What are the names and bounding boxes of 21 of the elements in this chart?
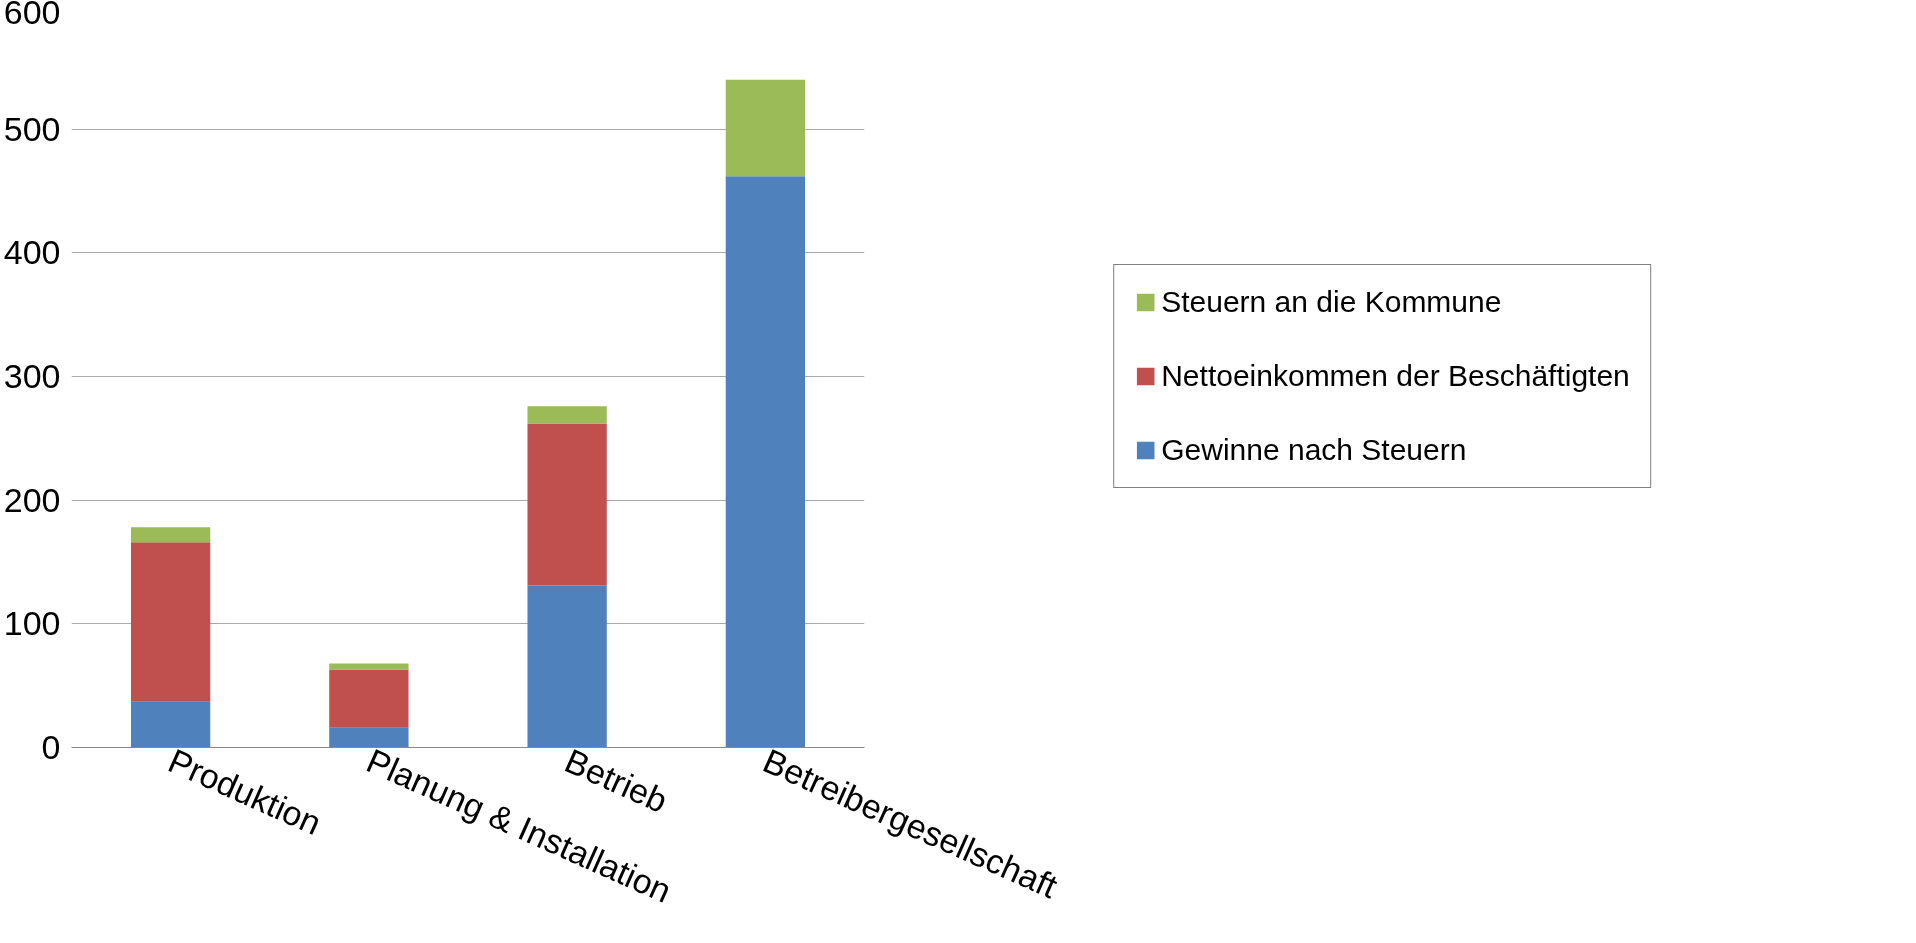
y-tick-label: 100 [3, 604, 61, 643]
bar [725, 176, 806, 748]
y-tick-label: 500 [3, 109, 61, 148]
bar [329, 663, 409, 670]
y-tick-label: 400 [3, 233, 61, 272]
y-tick-label: 600 [3, 0, 61, 31]
bar [130, 527, 211, 543]
bar [527, 423, 607, 586]
bar [329, 669, 409, 728]
y-tick-label: 0 [41, 728, 61, 766]
y-tick-label: 200 [3, 480, 61, 519]
bar [130, 701, 211, 748]
legend-label: Nettoeinkommen der Beschäftigten [1161, 359, 1630, 393]
bar [527, 585, 607, 748]
y-tick-label: 300 [3, 357, 61, 395]
bar [329, 727, 409, 748]
bar [725, 79, 806, 177]
bar [130, 542, 211, 702]
bar [527, 406, 607, 424]
legend-label: Gewinne nach Steuern [1161, 433, 1467, 467]
legend-label: Steuern an die Kommune [1161, 285, 1502, 319]
